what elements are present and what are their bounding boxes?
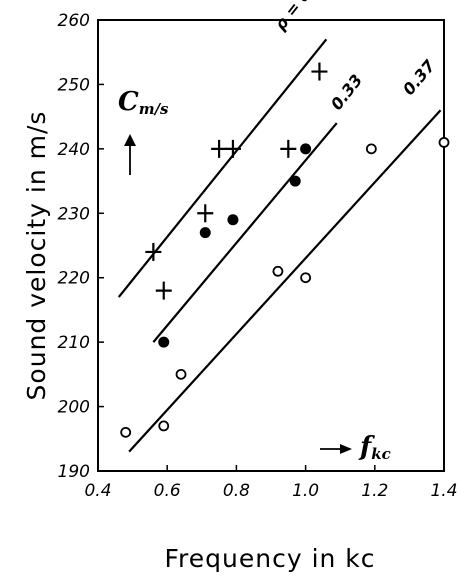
plus-marker bbox=[197, 204, 214, 223]
y-tick-label: 240 bbox=[58, 140, 90, 160]
filled-circle-marker bbox=[227, 214, 239, 226]
y-tick-label: 260 bbox=[58, 11, 90, 31]
filled-circle-marker bbox=[300, 143, 312, 155]
y-tick-label: 190 bbox=[58, 462, 90, 482]
filled-circle-marker bbox=[199, 227, 211, 239]
y-symbol-main: C bbox=[118, 87, 139, 117]
y-tick-label: 210 bbox=[58, 333, 90, 353]
plus-marker bbox=[280, 139, 297, 158]
y-axis-title: Sound velocity in m/s bbox=[22, 111, 51, 401]
open-circle-marker bbox=[272, 265, 284, 277]
open-circle-marker bbox=[365, 143, 377, 155]
y-symbol-sub: m/s bbox=[139, 100, 169, 118]
plus-marker bbox=[224, 139, 241, 158]
x-tick-label: 0.4 bbox=[84, 481, 111, 501]
open-circle-marker bbox=[175, 368, 187, 380]
plot-frame bbox=[97, 19, 445, 472]
open-circle-marker bbox=[158, 420, 170, 432]
plus-marker bbox=[155, 281, 172, 300]
x-tick-label: 1.2 bbox=[361, 481, 388, 501]
x-tick-label: 1.4 bbox=[430, 481, 457, 501]
open-circle-marker bbox=[438, 137, 450, 148]
open-circle-marker bbox=[120, 426, 132, 438]
y-tick-label: 220 bbox=[58, 269, 90, 289]
y-tick-label: 230 bbox=[58, 204, 90, 224]
fit-line-label: ρ = 0.30 bbox=[271, 0, 332, 34]
y-tick-label: 200 bbox=[58, 398, 90, 418]
plus-marker bbox=[145, 242, 162, 261]
x-symbol-main: f bbox=[358, 432, 375, 462]
fit-line bbox=[152, 122, 338, 343]
x-tick-label: 0.6 bbox=[154, 481, 181, 501]
fit-line-label: 0.37 bbox=[399, 56, 439, 99]
fit-line-label: 0.33 bbox=[327, 71, 366, 114]
x-symbol-annotation: fkc bbox=[358, 432, 391, 463]
y-symbol-arrow-head bbox=[124, 134, 136, 146]
fit-line bbox=[128, 109, 442, 453]
x-tick-label: 0.8 bbox=[223, 481, 250, 501]
filled-circle-marker bbox=[289, 175, 301, 187]
x-symbol-sub: kc bbox=[371, 445, 391, 463]
filled-circle-marker bbox=[158, 336, 170, 348]
plus-marker bbox=[211, 139, 228, 158]
y-symbol-annotation: Cm/s bbox=[118, 87, 169, 118]
plus-marker bbox=[311, 62, 328, 81]
x-axis-title: Frequency in kc bbox=[164, 544, 375, 573]
open-circle-marker bbox=[300, 272, 312, 284]
y-tick-label: 250 bbox=[58, 75, 90, 95]
x-symbol-arrow-head bbox=[340, 444, 352, 454]
x-tick-label: 1.0 bbox=[292, 481, 319, 501]
